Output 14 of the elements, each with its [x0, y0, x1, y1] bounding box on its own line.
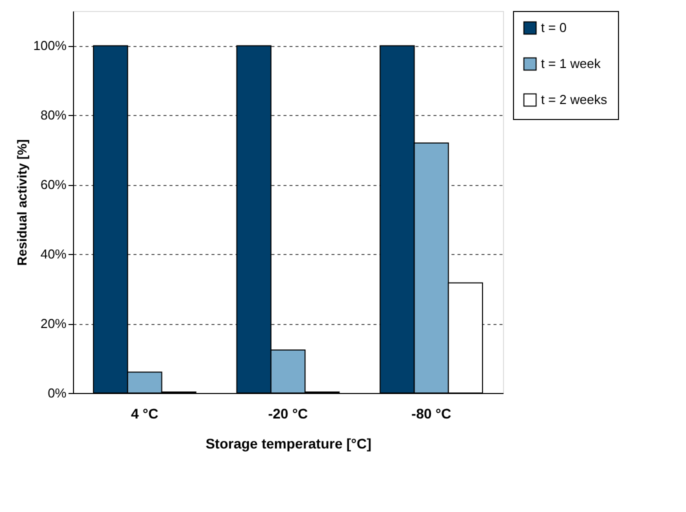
legend-label: t = 2 weeks — [541, 92, 608, 107]
x-tick-label: 4 °C — [130, 406, 158, 422]
legend-label: t = 0 — [541, 20, 567, 35]
y-tick-label: 80% — [40, 108, 67, 123]
y-tick-label: 40% — [40, 246, 67, 262]
x-axis-title: Storage temperature [°C] — [206, 436, 372, 452]
x-tick-label: -80 °C — [411, 406, 452, 422]
y-tick-label: 0% — [48, 386, 67, 400]
y-tick-label: 20% — [40, 316, 67, 332]
legend-label: t = 1 week — [541, 56, 602, 71]
y-axis-title: Residual activity [%] — [14, 139, 30, 266]
y-tick-label: 60% — [40, 177, 67, 192]
x-tick-label: -20 °C — [268, 406, 308, 422]
y-tick-label: 100% — [33, 38, 67, 54]
